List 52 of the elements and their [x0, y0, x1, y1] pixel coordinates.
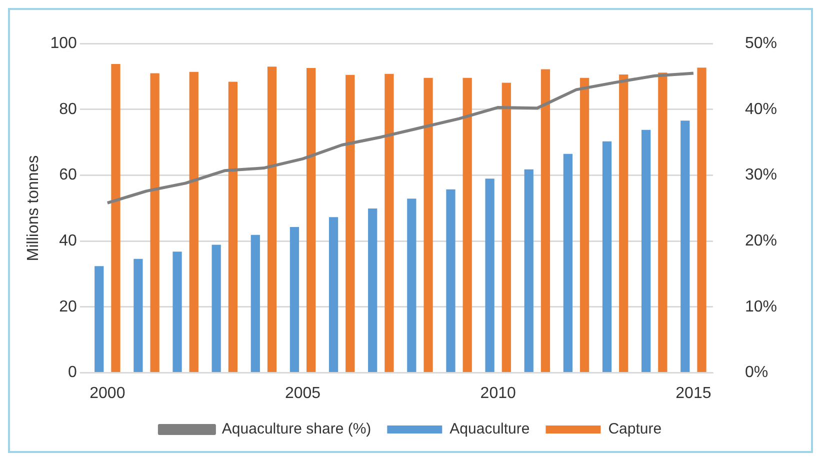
bar	[502, 82, 511, 372]
bar	[94, 266, 104, 372]
bar	[189, 72, 198, 372]
y-tick-label: 100	[50, 35, 77, 52]
bar	[384, 74, 394, 372]
bar	[407, 198, 416, 372]
bar	[580, 78, 590, 372]
legend-label: Aquaculture	[450, 420, 530, 438]
y2-tick-label: 0%	[744, 364, 768, 382]
x-tick-label: 2010	[480, 384, 516, 402]
bar	[150, 73, 160, 372]
bar	[462, 78, 472, 372]
x-tick-label: 2005	[284, 384, 321, 402]
bar	[228, 82, 238, 372]
x-tick-label: 2000	[90, 384, 126, 402]
y-tick-label: 20	[59, 298, 77, 316]
y2-tick-label: 30%	[744, 166, 778, 184]
bar	[290, 226, 300, 372]
bar	[424, 78, 433, 372]
y-axis-title: Millions tonnes	[25, 155, 42, 262]
bar	[540, 69, 550, 372]
legend-label: Capture	[608, 420, 662, 438]
bar	[642, 130, 651, 372]
legend-label: Aquaculture share (%)	[222, 420, 372, 438]
bar	[680, 120, 690, 372]
bar	[658, 72, 668, 372]
bar	[602, 141, 612, 372]
x-tick-label: 2015	[676, 384, 712, 402]
bar	[212, 244, 221, 372]
y-tick-label: 0	[68, 364, 77, 382]
bar	[267, 66, 277, 372]
bar	[446, 189, 456, 372]
y2-tick-label: 40%	[744, 100, 778, 118]
bar	[697, 68, 706, 372]
bar	[563, 154, 573, 372]
bar	[306, 68, 316, 372]
bar	[250, 234, 260, 372]
bar	[172, 252, 182, 372]
bar	[524, 169, 534, 372]
bar	[619, 74, 628, 372]
y2-tick-label: 20%	[744, 232, 778, 250]
bar	[368, 208, 378, 372]
bar	[111, 64, 120, 372]
bar	[134, 258, 143, 372]
bar	[346, 74, 355, 372]
y-tick-label: 80	[59, 100, 77, 118]
bar	[485, 178, 494, 372]
y-tick-label: 60	[59, 166, 77, 184]
y2-tick-label: 10%	[744, 298, 778, 316]
y-tick-label: 40	[59, 232, 77, 250]
y2-tick-label: 50%	[744, 35, 778, 52]
bar	[328, 217, 338, 372]
